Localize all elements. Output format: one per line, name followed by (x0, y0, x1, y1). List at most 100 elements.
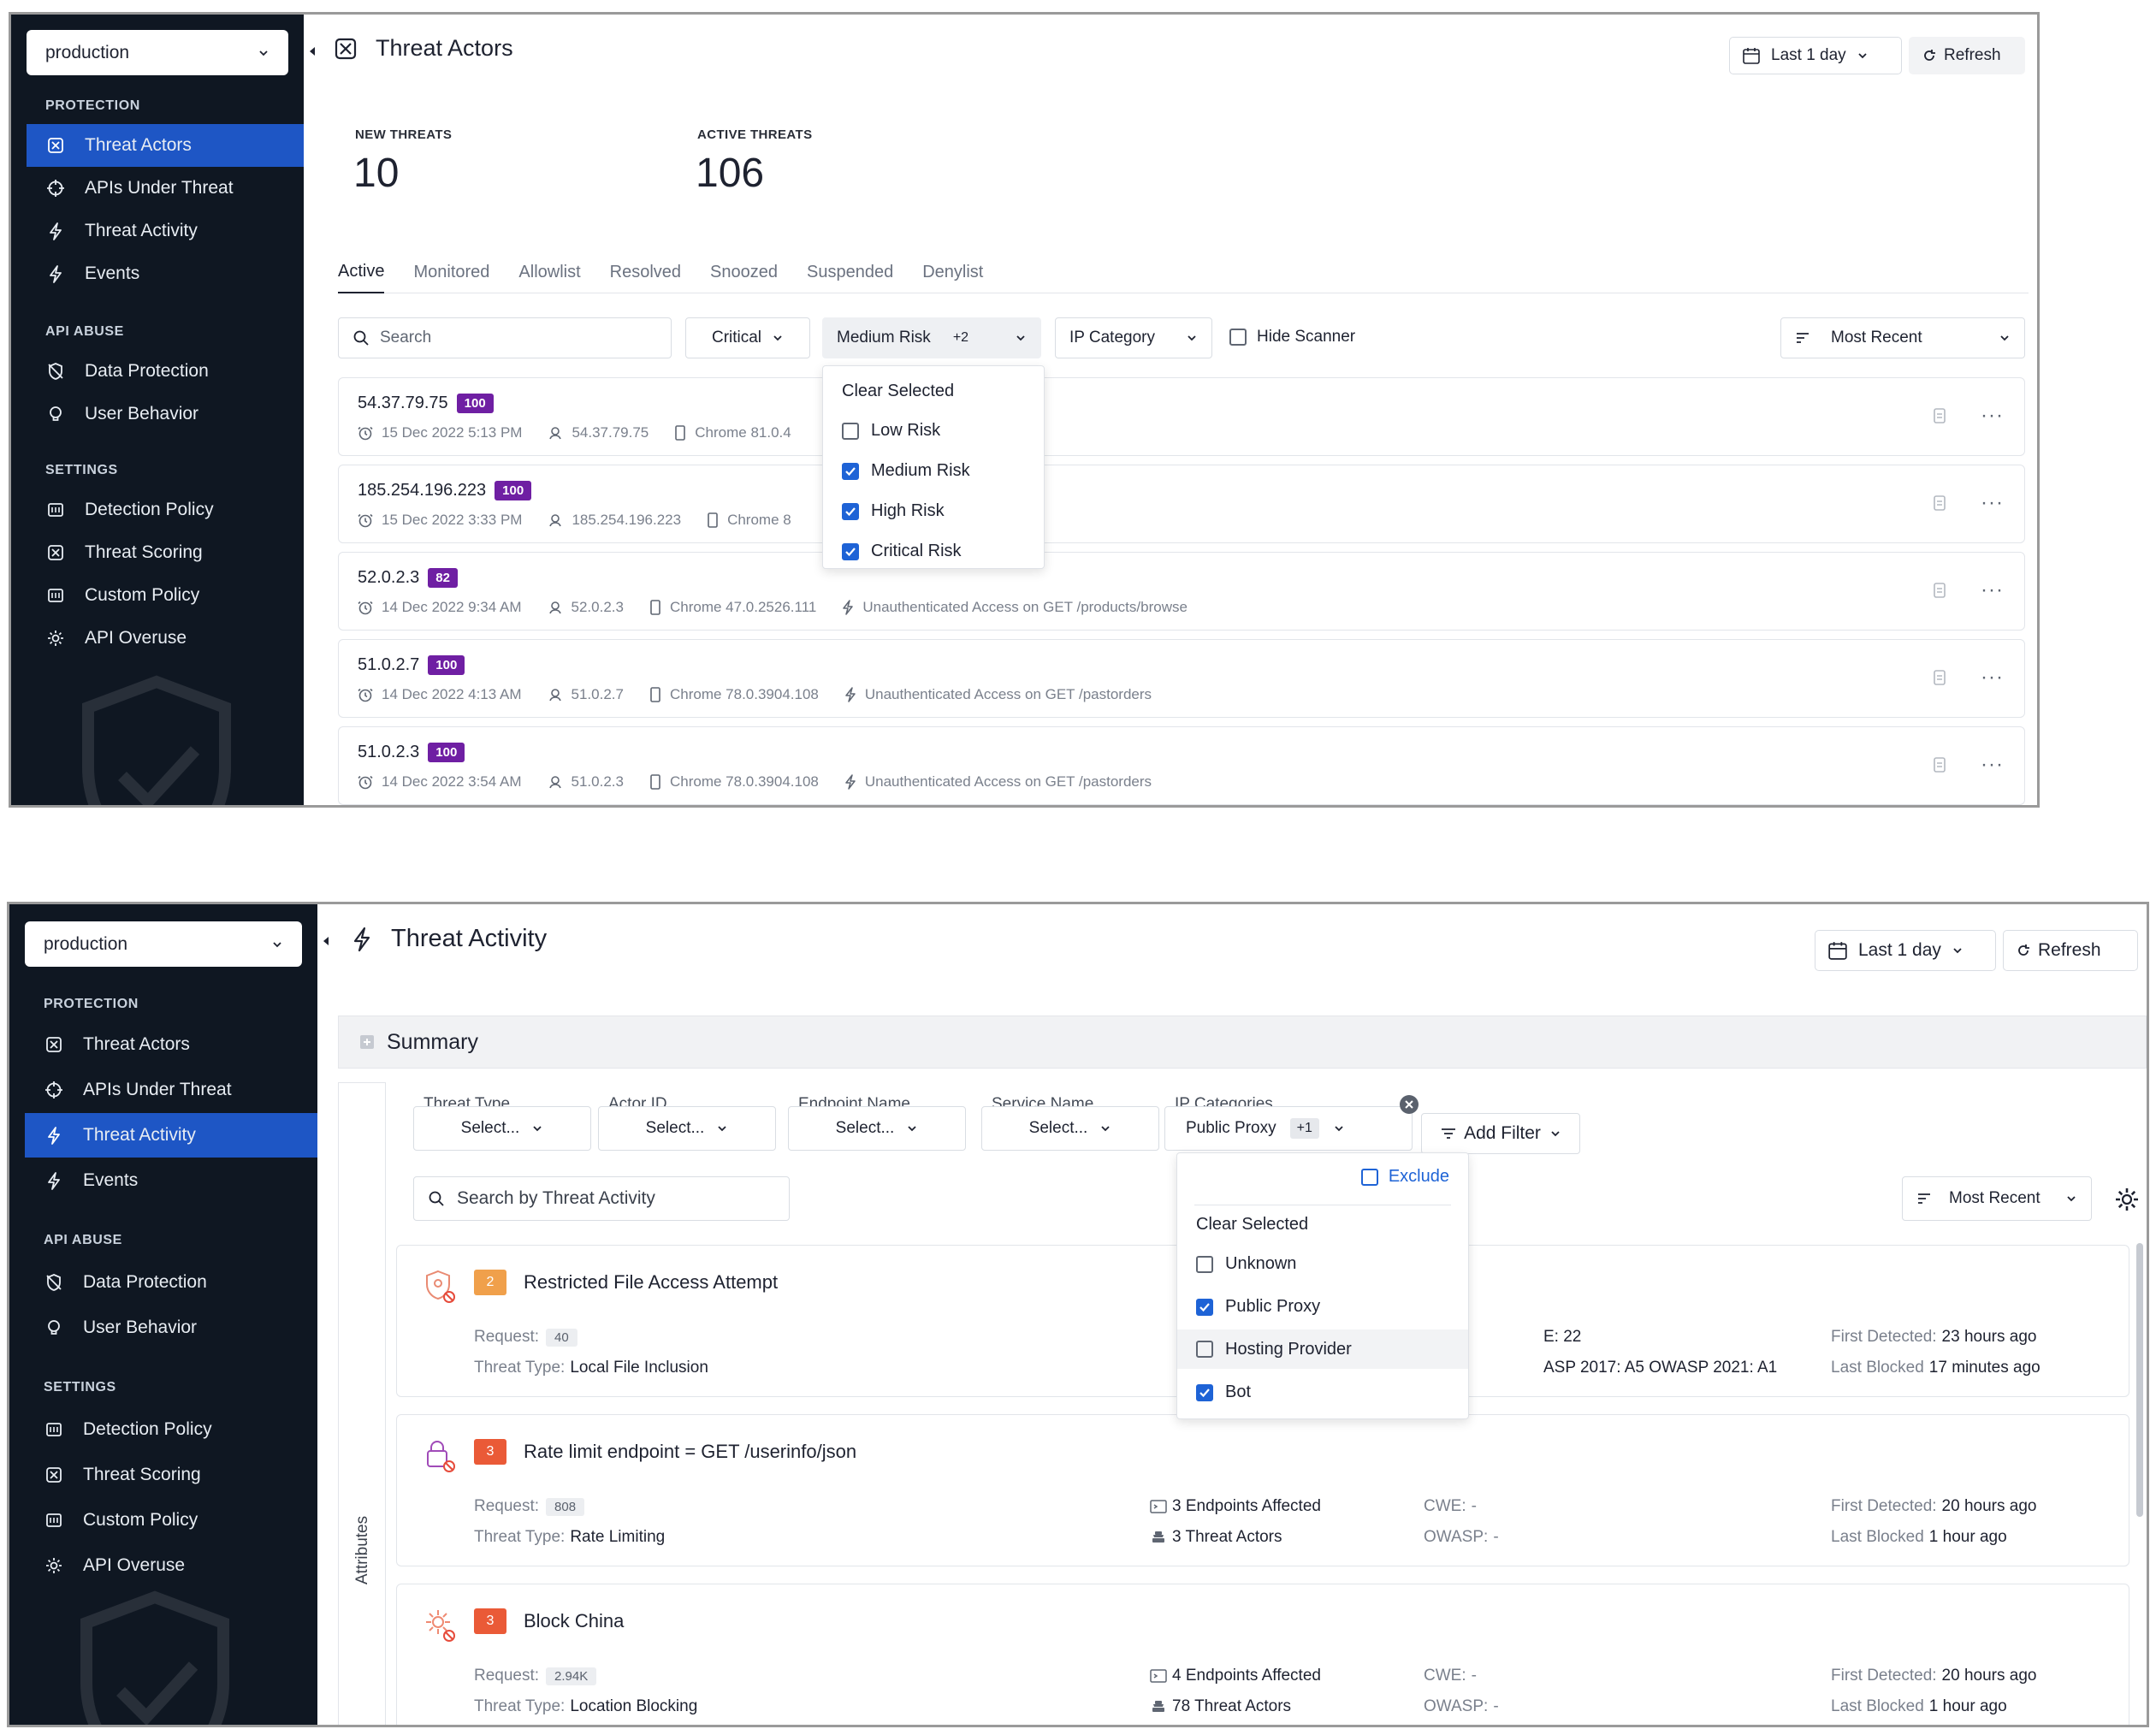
collapse-sidebar-button[interactable] (319, 927, 333, 956)
refresh-button[interactable]: Refresh (1909, 37, 2025, 74)
ip-category-checkbox[interactable] (1196, 1341, 1213, 1358)
ip-category-option[interactable]: Unknown (1196, 1254, 1296, 1274)
risk-option-checkbox[interactable] (842, 422, 859, 440)
sidebar-item-threat-actors[interactable]: Threat Actors (25, 1022, 317, 1067)
tab-active[interactable]: Active (338, 251, 385, 293)
document-icon[interactable] (1932, 756, 1947, 773)
sidebar-item-custom-policy[interactable]: Custom Policy (27, 574, 304, 617)
collapse-sidebar-button[interactable] (305, 37, 319, 66)
more-options-icon[interactable]: ··· (1981, 491, 2004, 514)
last-seen: 15 Dec 2022 3:33 PM (358, 512, 522, 529)
sort-select[interactable]: Most Recent (1902, 1176, 2092, 1221)
sidebar-item-apis-under-threat[interactable]: APIs Under Threat (25, 1068, 317, 1112)
clear-filter-icon[interactable] (1399, 1094, 1419, 1115)
sidebar-item-apis-under-threat[interactable]: APIs Under Threat (27, 167, 304, 210)
date-range-picker[interactable]: Last 1 day (1815, 930, 1996, 971)
more-options-icon[interactable]: ··· (1981, 753, 2004, 776)
tab-snoozed[interactable]: Snoozed (710, 262, 779, 281)
sidebar-item-data-protection[interactable]: Data Protection (25, 1260, 317, 1305)
more-options-icon[interactable]: ··· (1981, 666, 2004, 689)
environment-select[interactable]: production (27, 30, 288, 75)
sidebar-item-threat-scoring[interactable]: Threat Scoring (25, 1453, 317, 1497)
tab-allowlist[interactable]: Allowlist (518, 262, 581, 281)
risk-option[interactable]: Low Risk (842, 421, 940, 441)
actor-id-filter[interactable]: Select... (598, 1106, 776, 1151)
crosshair-icon (44, 1080, 64, 1100)
risk-option-checkbox[interactable] (842, 502, 859, 520)
risk-option-checkbox[interactable] (842, 542, 859, 560)
risk-filter[interactable]: Medium Risk +2 (822, 317, 1041, 358)
scrollbar[interactable] (2136, 1243, 2143, 1517)
service-name-filter[interactable]: Select... (981, 1106, 1159, 1151)
sidebar-item-api-overuse[interactable]: API Overuse (25, 1543, 317, 1588)
risk-option[interactable]: High Risk (842, 501, 945, 521)
sidebar-item-user-behavior[interactable]: User Behavior (25, 1306, 317, 1350)
actor-row[interactable]: 52.0.2.3 82 14 Dec 2022 9:34 AM 52.0.2.3 Chr… (338, 552, 2025, 631)
threat-scoring-icon (45, 542, 66, 563)
clear-selected-link[interactable]: Clear Selected (1196, 1215, 1309, 1234)
endpoint-name-filter[interactable]: Select... (788, 1106, 966, 1151)
sidebar-item-threat-activity[interactable]: Threat Activity (25, 1113, 317, 1158)
environment-select[interactable]: production (25, 921, 302, 967)
sidebar-item-detection-policy[interactable]: Detection Policy (25, 1407, 317, 1452)
severity-filter[interactable]: Critical (685, 317, 810, 358)
exclude-checkbox[interactable] (1360, 1168, 1378, 1186)
refresh-button[interactable]: Refresh (2003, 930, 2138, 971)
sidebar-item-threat-scoring[interactable]: Threat Scoring (27, 531, 304, 574)
document-icon[interactable] (1932, 494, 1947, 512)
hide-scanner-toggle[interactable]: Hide Scanner (1229, 328, 1355, 346)
sidebar-item-events[interactable]: Events (27, 252, 304, 295)
ip-category-option[interactable]: Hosting Provider (1177, 1329, 1468, 1369)
ip-category-checkbox[interactable] (1196, 1298, 1213, 1316)
sort-select[interactable]: Most Recent (1780, 317, 2025, 358)
threat-type-filter[interactable]: Select... (413, 1106, 591, 1151)
actor-row[interactable]: 54.37.79.75 100 15 Dec 2022 5:13 PM 54.37.7… (338, 377, 2025, 456)
search-input[interactable]: Search (338, 317, 672, 358)
tab-denylist[interactable]: Denylist (922, 262, 984, 281)
sidebar-item-detection-policy[interactable]: Detection Policy (27, 489, 304, 531)
more-options-icon[interactable]: ··· (1981, 578, 2004, 601)
actor-row[interactable]: 51.0.2.3 100 14 Dec 2022 3:54 AM 51.0.2.3 Ch… (338, 726, 2025, 805)
risk-option[interactable]: Critical Risk (842, 542, 962, 561)
settings-gear-icon[interactable] (2114, 1187, 2140, 1212)
document-icon[interactable] (1932, 407, 1947, 424)
more-options-icon[interactable]: ··· (1981, 404, 2004, 427)
add-filter-button[interactable]: Add Filter (1421, 1113, 1580, 1154)
threat-card[interactable]: 3 Rate limit endpoint = GET /userinfo/jso… (396, 1414, 2129, 1566)
risk-option[interactable]: Medium Risk (842, 461, 970, 481)
endpoints-affected[interactable]: 3 Endpoints Affected (1150, 1497, 1321, 1516)
ip-category-option[interactable]: Public Proxy (1196, 1297, 1320, 1317)
ip-category-checkbox[interactable] (1196, 1255, 1213, 1273)
actor-row[interactable]: 51.0.2.7 100 14 Dec 2022 4:13 AM 51.0.2.7 Ch… (338, 639, 2025, 718)
date-range-picker[interactable]: Last 1 day (1729, 37, 1902, 74)
tab-monitored[interactable]: Monitored (413, 262, 490, 281)
sidebar-item-threat-activity[interactable]: Threat Activity (27, 210, 304, 252)
ip-category-filter[interactable]: IP Category (1055, 317, 1212, 358)
hide-scanner-checkbox[interactable] (1229, 329, 1247, 346)
actor-row[interactable]: 185.254.196.223 100 15 Dec 2022 3:33 PM 185… (338, 465, 2025, 543)
tab-suspended[interactable]: Suspended (807, 262, 894, 281)
tab-resolved[interactable]: Resolved (609, 262, 682, 281)
threat-actors-count[interactable]: 3 Threat Actors (1150, 1528, 1282, 1547)
clear-selected-link[interactable]: Clear Selected (842, 382, 955, 400)
endpoints-affected[interactable]: 4 Endpoints Affected (1150, 1667, 1321, 1685)
summary-panel[interactable]: Summary (338, 1016, 2147, 1069)
threat-actors-count[interactable]: 78 Threat Actors (1150, 1697, 1291, 1716)
sidebar-item-data-protection[interactable]: Data Protection (27, 350, 304, 393)
ip-category-option[interactable]: Bot (1196, 1383, 1251, 1402)
threat-card[interactable]: 3 Block China Request: 2.94K Threat Type: Loc… (396, 1584, 2129, 1725)
search-input[interactable]: Search by Threat Activity (413, 1176, 790, 1221)
sidebar-item-custom-policy[interactable]: Custom Policy (25, 1498, 317, 1543)
sidebar-item-threat-actors[interactable]: Threat Actors (27, 124, 304, 167)
sidebar-item-user-behavior[interactable]: User Behavior (27, 393, 304, 435)
document-icon[interactable] (1932, 582, 1947, 599)
sidebar-item-api-overuse[interactable]: API Overuse (27, 617, 304, 660)
risk-option-checkbox[interactable] (842, 462, 859, 480)
exclude-toggle[interactable]: Exclude (1360, 1167, 1449, 1187)
threat-type-icon (421, 1607, 459, 1644)
document-icon[interactable] (1932, 669, 1947, 686)
ip-categories-filter[interactable]: Public Proxy +1 (1164, 1106, 1413, 1151)
attributes-rail[interactable]: Attributes (338, 1082, 386, 1725)
ip-category-checkbox[interactable] (1196, 1383, 1213, 1401)
sidebar-item-events[interactable]: Events (25, 1158, 317, 1203)
